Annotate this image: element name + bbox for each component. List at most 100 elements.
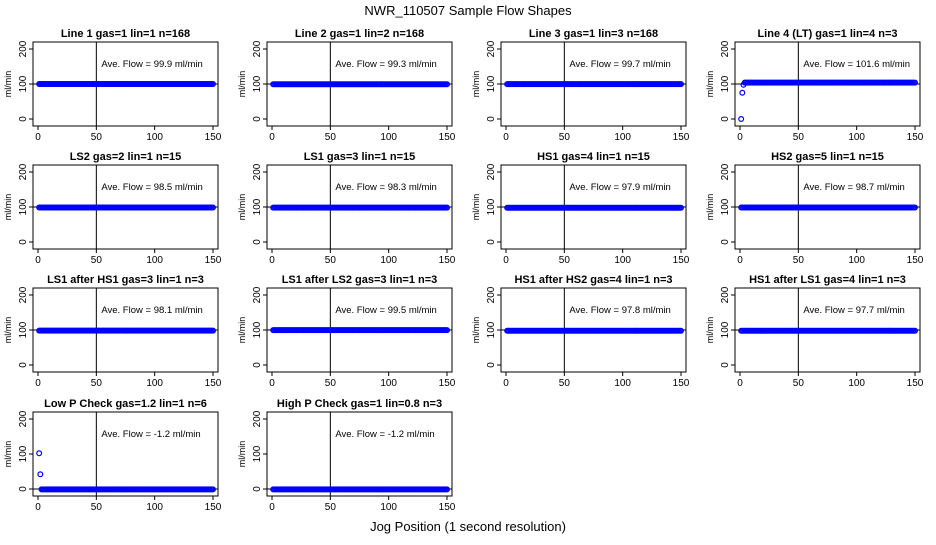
flow-panel: LS1 after HS1 gas=3 lin=1 n=3 0 50 100 150 0 1… xyxy=(3,274,222,389)
y-tick-label: 200 xyxy=(720,163,731,180)
average-flow-annotation: Ave. Flow = 97.8 ml/min xyxy=(569,305,670,316)
x-tick-label: 150 xyxy=(205,502,222,513)
panel-title: Line 4 (LT) gas=1 lin=4 n=3 xyxy=(757,28,897,40)
y-tick-label: 0 xyxy=(18,239,29,245)
x-tick-label: 0 xyxy=(269,502,275,513)
x-tick-label: 50 xyxy=(325,378,337,389)
y-tick-label: 100 xyxy=(18,445,29,462)
data-point xyxy=(444,204,451,211)
y-axis-label: ml/min xyxy=(705,71,715,98)
data-point xyxy=(677,204,684,211)
x-tick-label: 50 xyxy=(559,132,571,143)
plot-frame xyxy=(32,411,219,497)
flow-series xyxy=(36,81,217,88)
x-tick-label: 50 xyxy=(793,378,805,389)
data-point xyxy=(739,89,746,96)
y-tick-label: 100 xyxy=(252,321,263,338)
y-tick-label: 200 xyxy=(18,286,29,303)
average-flow-annotation: Ave. Flow = 98.7 ml/min xyxy=(803,182,904,193)
y-tick-label: 200 xyxy=(252,286,263,303)
y-axis-label: ml/min xyxy=(3,441,13,468)
x-tick-label: 150 xyxy=(439,255,456,266)
y-axis-label: ml/min xyxy=(471,71,481,98)
panel-grid: Line 1 gas=1 lin=1 n=168 0 50 100 150 0 100 200… xyxy=(3,28,924,513)
y-tick-label: 100 xyxy=(720,321,731,338)
y-axis-label: ml/min xyxy=(237,71,247,98)
panel-title: LS1 after HS1 gas=3 lin=1 n=3 xyxy=(47,274,204,286)
flow-series xyxy=(270,204,451,211)
average-flow-annotation: Ave. Flow = 98.1 ml/min xyxy=(101,305,202,316)
y-tick-label: 200 xyxy=(486,286,497,303)
average-flow-annotation: Ave. Flow = -1.2 ml/min xyxy=(101,429,200,440)
average-flow-annotation: Ave. Flow = 98.5 ml/min xyxy=(101,182,202,193)
y-tick-label: 0 xyxy=(18,486,29,492)
data-point xyxy=(738,115,745,122)
y-tick-label: 100 xyxy=(252,198,263,215)
flow-series xyxy=(504,327,684,334)
y-tick-label: 200 xyxy=(18,163,29,180)
average-flow-annotation: Ave. Flow = 99.9 ml/min xyxy=(101,59,202,70)
panel-title: Line 1 gas=1 lin=1 n=168 xyxy=(61,28,190,40)
flow-panel: Line 2 gas=1 lin=2 n=168 0 50 100 150 0 100 200… xyxy=(237,28,456,143)
data-point xyxy=(37,471,44,478)
panel-title: HS2 gas=5 lin=1 n=15 xyxy=(771,151,884,163)
x-tick-label: 150 xyxy=(907,132,924,143)
x-tick-label: 50 xyxy=(559,378,571,389)
flow-panel: LS1 after LS2 gas=3 lin=1 n=3 0 50 100 150 0 1… xyxy=(237,274,456,389)
x-tick-label: 100 xyxy=(146,132,163,143)
y-tick-label: 100 xyxy=(18,321,29,338)
x-tick-label: 0 xyxy=(503,255,509,266)
y-tick-label: 0 xyxy=(486,239,497,245)
flow-series xyxy=(270,327,451,334)
panel-title: HS1 after HS2 gas=4 lin=1 n=3 xyxy=(514,274,672,286)
y-tick-label: 200 xyxy=(18,410,29,427)
y-tick-label: 0 xyxy=(252,239,263,245)
x-tick-label: 100 xyxy=(146,255,163,266)
x-tick-label: 100 xyxy=(614,255,631,266)
x-tick-label: 50 xyxy=(325,132,337,143)
y-axis-label: ml/min xyxy=(237,194,247,221)
data-point xyxy=(210,486,217,493)
y-axis-label: ml/min xyxy=(3,317,13,344)
x-tick-label: 50 xyxy=(793,255,805,266)
flow-series xyxy=(36,327,217,334)
data-point xyxy=(911,204,918,211)
x-tick-label: 100 xyxy=(380,378,397,389)
average-flow-annotation: Ave. Flow = 98.3 ml/min xyxy=(335,182,436,193)
data-point xyxy=(36,450,43,457)
y-axis-label: ml/min xyxy=(471,194,481,221)
flow-series xyxy=(738,79,918,122)
y-tick-label: 100 xyxy=(252,75,263,92)
x-tick-label: 150 xyxy=(673,378,690,389)
flow-series xyxy=(270,81,451,88)
x-tick-label: 100 xyxy=(146,502,163,513)
x-tick-label: 0 xyxy=(269,132,275,143)
y-axis-label: ml/min xyxy=(3,71,13,98)
x-tick-label: 50 xyxy=(91,502,103,513)
x-tick-label: 100 xyxy=(380,132,397,143)
x-tick-label: 50 xyxy=(91,255,103,266)
y-tick-label: 0 xyxy=(720,362,731,368)
x-tick-label: 50 xyxy=(793,132,805,143)
flow-panel: HS1 gas=4 lin=1 n=15 0 50 100 150 0 100 200 ml/m… xyxy=(471,151,690,266)
x-tick-label: 150 xyxy=(673,132,690,143)
plot-frame xyxy=(266,411,453,497)
x-tick-label: 0 xyxy=(503,132,509,143)
x-tick-label: 150 xyxy=(673,255,690,266)
x-tick-label: 0 xyxy=(737,255,743,266)
y-tick-label: 0 xyxy=(252,116,263,122)
flow-panel: High P Check gas=1 lin=0.8 n=3 0 50 100 150 0… xyxy=(237,398,456,513)
x-tick-label: 100 xyxy=(848,378,865,389)
y-tick-label: 0 xyxy=(18,362,29,368)
data-point xyxy=(911,79,918,86)
x-tick-label: 100 xyxy=(848,255,865,266)
average-flow-annotation: Ave. Flow = 97.7 ml/min xyxy=(803,305,904,316)
x-tick-label: 150 xyxy=(439,132,456,143)
x-tick-label: 0 xyxy=(269,255,275,266)
flow-panel: HS1 after LS1 gas=4 lin=1 n=3 0 50 100 150 0 1… xyxy=(705,274,924,389)
y-tick-label: 200 xyxy=(252,163,263,180)
panel-title: HS1 after LS1 gas=4 lin=1 n=3 xyxy=(749,274,906,286)
x-tick-label: 100 xyxy=(146,378,163,389)
data-point xyxy=(740,81,747,88)
